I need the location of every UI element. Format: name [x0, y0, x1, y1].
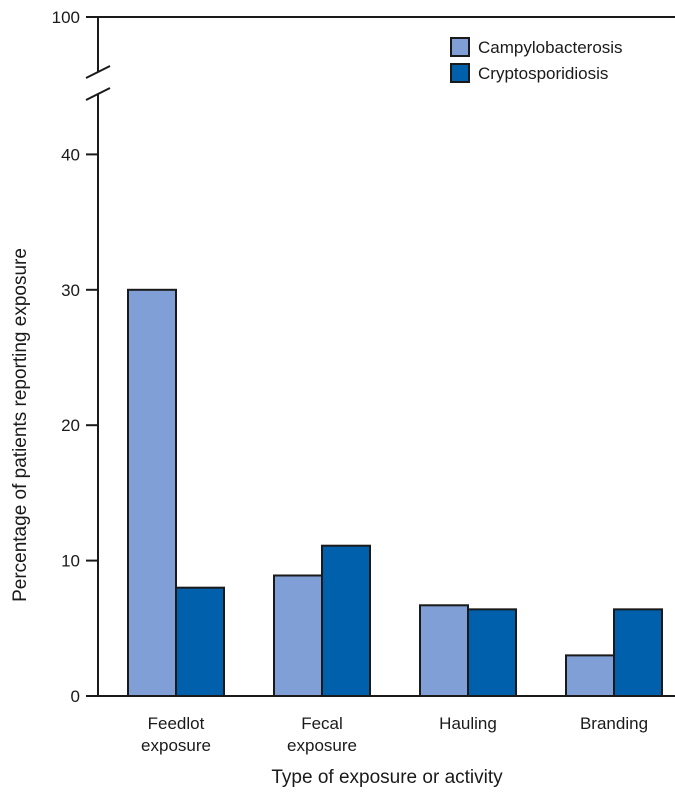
legend-swatch: [450, 63, 470, 83]
bar-campylobacterosis-2: [419, 604, 469, 697]
axis-break-mark: [85, 65, 111, 79]
x-tick-labels: Feedlot exposure Fecal exposure Hauling Brand…: [141, 714, 648, 755]
y-tick-label: 100: [52, 8, 80, 27]
x-tick-label: Fecal: [301, 714, 343, 733]
legend: Campylobacterosis Cryptosporidiosis: [450, 37, 623, 83]
bar-cryptosporidiosis-2: [467, 608, 517, 697]
y-tick-label: 30: [61, 281, 80, 300]
bars: [127, 288, 663, 698]
bar-campylobacterosis-1: [273, 574, 323, 698]
x-axis-title: Type of exposure or activity: [271, 767, 503, 788]
bar-cryptosporidiosis-3: [613, 608, 663, 697]
legend-label: Campylobacterosis: [478, 38, 623, 57]
x-tick-label: exposure: [287, 736, 357, 755]
y-tick-label: 10: [61, 552, 80, 571]
bar-campylobacterosis-0: [127, 288, 177, 697]
y-tick-label: 0: [71, 687, 80, 706]
bar-cryptosporidiosis-0: [175, 586, 225, 697]
x-tick-label: Hauling: [439, 714, 497, 733]
legend-swatch: [450, 37, 470, 57]
x-tick-label: Feedlot: [148, 714, 205, 733]
x-tick-label: exposure: [141, 736, 211, 755]
y-tick-label: 20: [61, 416, 80, 435]
x-tick-label: Branding: [580, 714, 648, 733]
y-tick-label: 40: [61, 145, 80, 164]
axis-break-mark: [85, 87, 111, 101]
y-axis-title: Percentage of patients reporting exposur…: [10, 248, 31, 602]
bar-campylobacterosis-3: [565, 654, 615, 698]
bar-cryptosporidiosis-1: [321, 544, 371, 697]
y-tick-labels: 0 10 20 30 40 100: [52, 8, 80, 706]
legend-label: Cryptosporidiosis: [478, 64, 608, 83]
